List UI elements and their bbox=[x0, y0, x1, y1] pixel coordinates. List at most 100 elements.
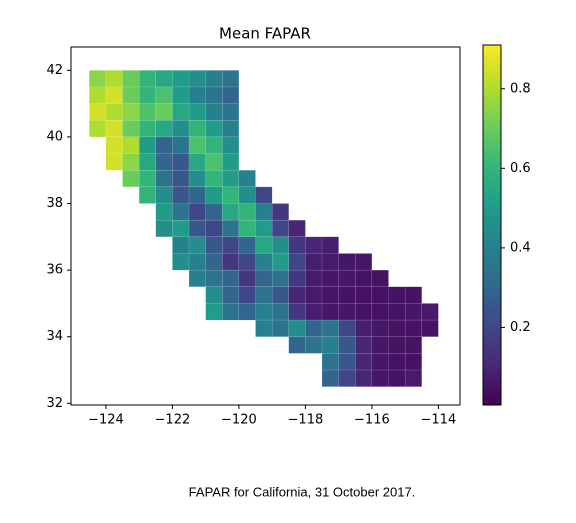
map-cell bbox=[404, 336, 422, 354]
map-cell bbox=[105, 70, 123, 88]
map-cell bbox=[371, 336, 389, 354]
map-cell bbox=[188, 236, 206, 254]
map-cell bbox=[338, 253, 356, 271]
map-cell bbox=[255, 286, 273, 304]
map-cell bbox=[205, 236, 223, 254]
map-cell bbox=[155, 170, 173, 188]
map-cell bbox=[155, 186, 173, 204]
map-cell bbox=[188, 219, 206, 238]
map-cell bbox=[138, 153, 156, 171]
map-cell bbox=[188, 103, 206, 121]
map-cell bbox=[205, 269, 223, 287]
map-cell bbox=[305, 269, 323, 287]
map-cell bbox=[388, 303, 406, 321]
map-cell bbox=[172, 170, 190, 188]
map-cell bbox=[404, 369, 422, 387]
map-cell bbox=[355, 286, 373, 304]
map-cell bbox=[222, 186, 240, 204]
map-cell bbox=[288, 253, 306, 271]
map-cell bbox=[155, 203, 173, 221]
map-cell bbox=[338, 269, 356, 287]
map-cell bbox=[122, 170, 140, 188]
map-cell bbox=[238, 303, 256, 321]
map-cell bbox=[172, 86, 190, 104]
map-cell bbox=[238, 203, 256, 221]
map-cell bbox=[288, 286, 306, 304]
map-cell bbox=[288, 319, 306, 337]
map-cell bbox=[305, 286, 323, 304]
map-cell bbox=[371, 353, 389, 371]
map-cell bbox=[255, 269, 273, 287]
map-cell bbox=[255, 203, 273, 221]
map-cell bbox=[122, 86, 140, 104]
caption: FAPAR for California, 31 October 2017. bbox=[189, 484, 416, 499]
map-cell bbox=[255, 253, 273, 271]
map-cell bbox=[155, 136, 173, 154]
colorbar-tick-label: 0.6 bbox=[510, 161, 531, 176]
map-cell bbox=[321, 353, 339, 371]
map-cell bbox=[222, 286, 240, 304]
map-cell bbox=[371, 269, 389, 287]
map-cell bbox=[105, 153, 123, 171]
map-cell bbox=[138, 136, 156, 154]
y-tick-label: 40 bbox=[46, 129, 63, 144]
map-cell bbox=[404, 319, 422, 337]
map-cell bbox=[105, 103, 123, 121]
map-cell bbox=[172, 120, 190, 138]
map-cell bbox=[255, 319, 273, 337]
map-cell bbox=[222, 153, 240, 171]
map-cell bbox=[155, 219, 173, 238]
chart-title: Mean FAPAR bbox=[219, 25, 311, 43]
map-cell bbox=[355, 253, 373, 271]
map-cell bbox=[238, 236, 256, 254]
map-cell bbox=[238, 286, 256, 304]
map-cell bbox=[205, 120, 223, 138]
x-tick-label: −118 bbox=[288, 413, 324, 428]
map-cell bbox=[288, 269, 306, 287]
map-cell bbox=[188, 170, 206, 188]
y-tick-label: 32 bbox=[46, 396, 63, 411]
map-cells bbox=[89, 70, 439, 387]
map-cell bbox=[305, 336, 323, 354]
map-cell bbox=[321, 369, 339, 387]
map-cell bbox=[371, 286, 389, 304]
map-cell bbox=[122, 70, 140, 88]
map-cell bbox=[188, 120, 206, 138]
map-cell bbox=[172, 70, 190, 88]
map-cell bbox=[155, 103, 173, 121]
map-cell bbox=[188, 70, 206, 88]
map-cell bbox=[355, 336, 373, 354]
map-cell bbox=[172, 136, 190, 154]
map-cell bbox=[338, 336, 356, 354]
map-cell bbox=[321, 303, 339, 321]
map-cell bbox=[138, 170, 156, 188]
map-cell bbox=[188, 253, 206, 271]
map-cell bbox=[222, 253, 240, 271]
map-cell bbox=[321, 269, 339, 287]
map-cell bbox=[421, 319, 439, 337]
map-cell bbox=[188, 86, 206, 104]
map-cell bbox=[122, 136, 140, 154]
map-cell bbox=[321, 336, 339, 354]
map-cell bbox=[205, 303, 223, 321]
map-cell bbox=[321, 253, 339, 271]
map-cell bbox=[172, 236, 190, 254]
map-cell bbox=[238, 253, 256, 271]
map-cell bbox=[122, 103, 140, 121]
map-cell bbox=[371, 303, 389, 321]
map-cell bbox=[89, 103, 107, 121]
map-cell bbox=[155, 120, 173, 138]
map-cell bbox=[205, 86, 223, 104]
map-cell bbox=[321, 286, 339, 304]
map-cell bbox=[404, 353, 422, 371]
map-cell bbox=[388, 319, 406, 337]
map-cell bbox=[222, 236, 240, 254]
map-cell bbox=[222, 70, 240, 88]
map-cell bbox=[305, 236, 323, 254]
map-cell bbox=[238, 219, 256, 238]
map-cell bbox=[205, 286, 223, 304]
map-cell bbox=[172, 219, 190, 238]
map-cell bbox=[105, 120, 123, 138]
x-tick-label: −124 bbox=[88, 413, 124, 428]
